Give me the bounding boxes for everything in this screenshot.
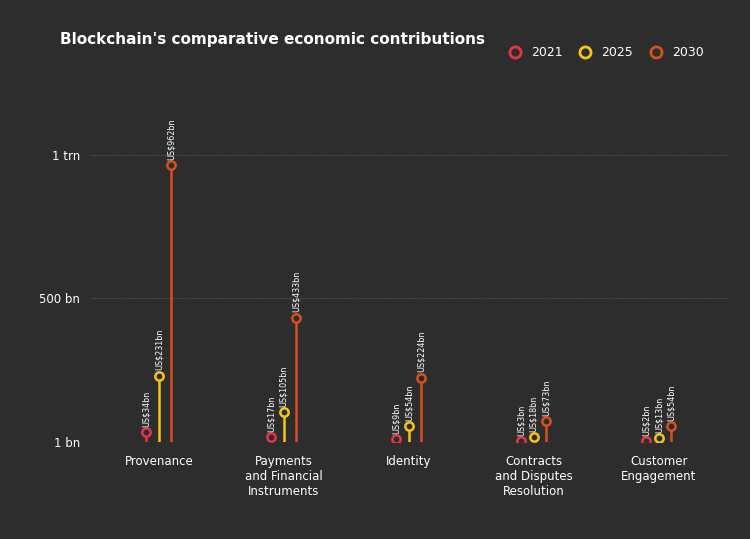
Text: US$54bn: US$54bn xyxy=(404,385,413,421)
Text: US$54bn: US$54bn xyxy=(667,385,676,421)
Text: US$105bn: US$105bn xyxy=(279,365,288,406)
Text: US$224bn: US$224bn xyxy=(417,331,426,372)
Text: US$18bn: US$18bn xyxy=(530,396,538,432)
Text: Blockchain's comparative economic contributions: Blockchain's comparative economic contri… xyxy=(60,32,485,47)
Text: US$17bn: US$17bn xyxy=(267,396,276,432)
Text: US$13bn: US$13bn xyxy=(654,397,663,433)
Text: US$962bn: US$962bn xyxy=(166,119,176,160)
Legend: 2021, 2025, 2030: 2021, 2025, 2030 xyxy=(497,41,709,64)
Text: US$433bn: US$433bn xyxy=(292,271,301,312)
Text: US$34bn: US$34bn xyxy=(142,391,151,427)
Text: US$231bn: US$231bn xyxy=(154,329,164,370)
Text: US$3bn: US$3bn xyxy=(517,405,526,436)
Text: US$2bn: US$2bn xyxy=(642,405,651,436)
Text: US$9bn: US$9bn xyxy=(392,403,400,434)
Text: US$73bn: US$73bn xyxy=(542,379,550,416)
